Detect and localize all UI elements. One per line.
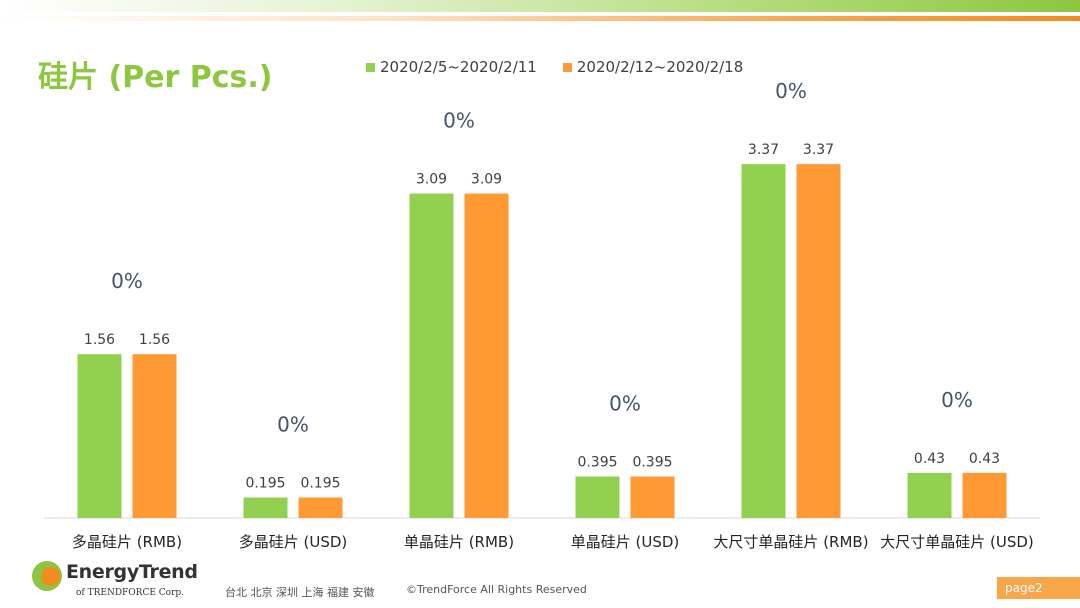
data-label-series-1-0: 1.56: [84, 332, 115, 348]
category-label-5: 大尺寸单晶硅片 (USD): [880, 533, 1034, 551]
bar-series-2-1: [298, 497, 343, 518]
data-label-series-1-3: 0.395: [577, 455, 617, 471]
category-label-1: 多晶硅片 (USD): [239, 533, 348, 551]
leaf-logo-icon: [32, 561, 62, 591]
chart-legend: 2020/2/5~2020/2/11 2020/2/12~2020/2/18: [366, 58, 743, 76]
data-label-series-2-4: 3.37: [803, 142, 834, 158]
bar-series-1-1: [243, 497, 288, 518]
data-label-series-1-5: 0.43: [914, 451, 945, 467]
legend-item-series-1: 2020/2/5~2020/2/11: [366, 58, 537, 76]
footer-cities: 台北 北京 深圳 上海 福建 安徽: [225, 586, 375, 599]
bar-series-1-3: [575, 476, 620, 518]
data-label-series-1-4: 3.37: [748, 142, 779, 158]
data-label-series-2-1: 0.195: [300, 476, 340, 492]
bar-series-2-4: [796, 164, 841, 518]
category-label-2: 单晶硅片 (RMB): [404, 533, 514, 551]
logo-subtext: of TRENDFORCE Corp.: [76, 588, 184, 598]
change-label-4: 0%: [775, 79, 807, 103]
bar-chart: 1.56 1.56 0% 多晶硅片 (RMB) 0.195 0.195 0% 多晶硅片 (US…: [44, 79, 1040, 551]
category-label-0: 多晶硅片 (RMB): [72, 533, 182, 551]
data-label-series-2-2: 3.09: [471, 172, 502, 188]
legend-label-series-1: 2020/2/5~2020/2/11: [380, 58, 537, 76]
bar-series-1-4: [741, 164, 786, 518]
bar-series-2-5: [962, 472, 1007, 518]
page-number: page2: [997, 577, 1080, 599]
top-decor-bar-orange: [0, 16, 1080, 21]
bar-series-2-3: [630, 476, 675, 518]
change-label-1: 0%: [277, 413, 309, 437]
legend-item-series-2: 2020/2/12~2020/2/18: [562, 58, 744, 76]
logo-text: EnergyTrend: [66, 561, 198, 583]
energytrend-logo: EnergyTrend of TRENDFORCE Corp.: [30, 558, 198, 604]
change-label-3: 0%: [609, 392, 641, 416]
bar-series-1-0: [77, 354, 122, 518]
change-label-5: 0%: [941, 388, 973, 412]
footer-copyright: ©TrendForce All Rights Reserved: [406, 583, 587, 596]
data-label-series-1-2: 3.09: [416, 172, 447, 188]
legend-label-series-2: 2020/2/12~2020/2/18: [576, 58, 744, 76]
category-label-4: 大尺寸单晶硅片 (RMB): [713, 533, 868, 551]
bar-series-1-5: [907, 472, 952, 518]
data-label-series-2-5: 0.43: [969, 451, 1000, 467]
data-label-series-1-1: 0.195: [245, 476, 285, 492]
bar-series-2-2: [464, 193, 509, 519]
bar-series-1-2: [409, 193, 454, 519]
legend-swatch-green: [366, 62, 375, 72]
bar-series-2-0: [132, 354, 177, 518]
chart-title: 硅片 (Per Pcs.): [38, 60, 273, 95]
category-label-3: 单晶硅片 (USD): [571, 533, 680, 551]
data-label-series-2-3: 0.395: [632, 455, 672, 471]
legend-swatch-orange: [562, 62, 572, 72]
change-label-0: 0%: [111, 269, 143, 293]
top-decor-bar-green: [0, 0, 1080, 12]
data-label-series-2-0: 1.56: [139, 332, 170, 348]
change-label-2: 0%: [443, 109, 475, 133]
